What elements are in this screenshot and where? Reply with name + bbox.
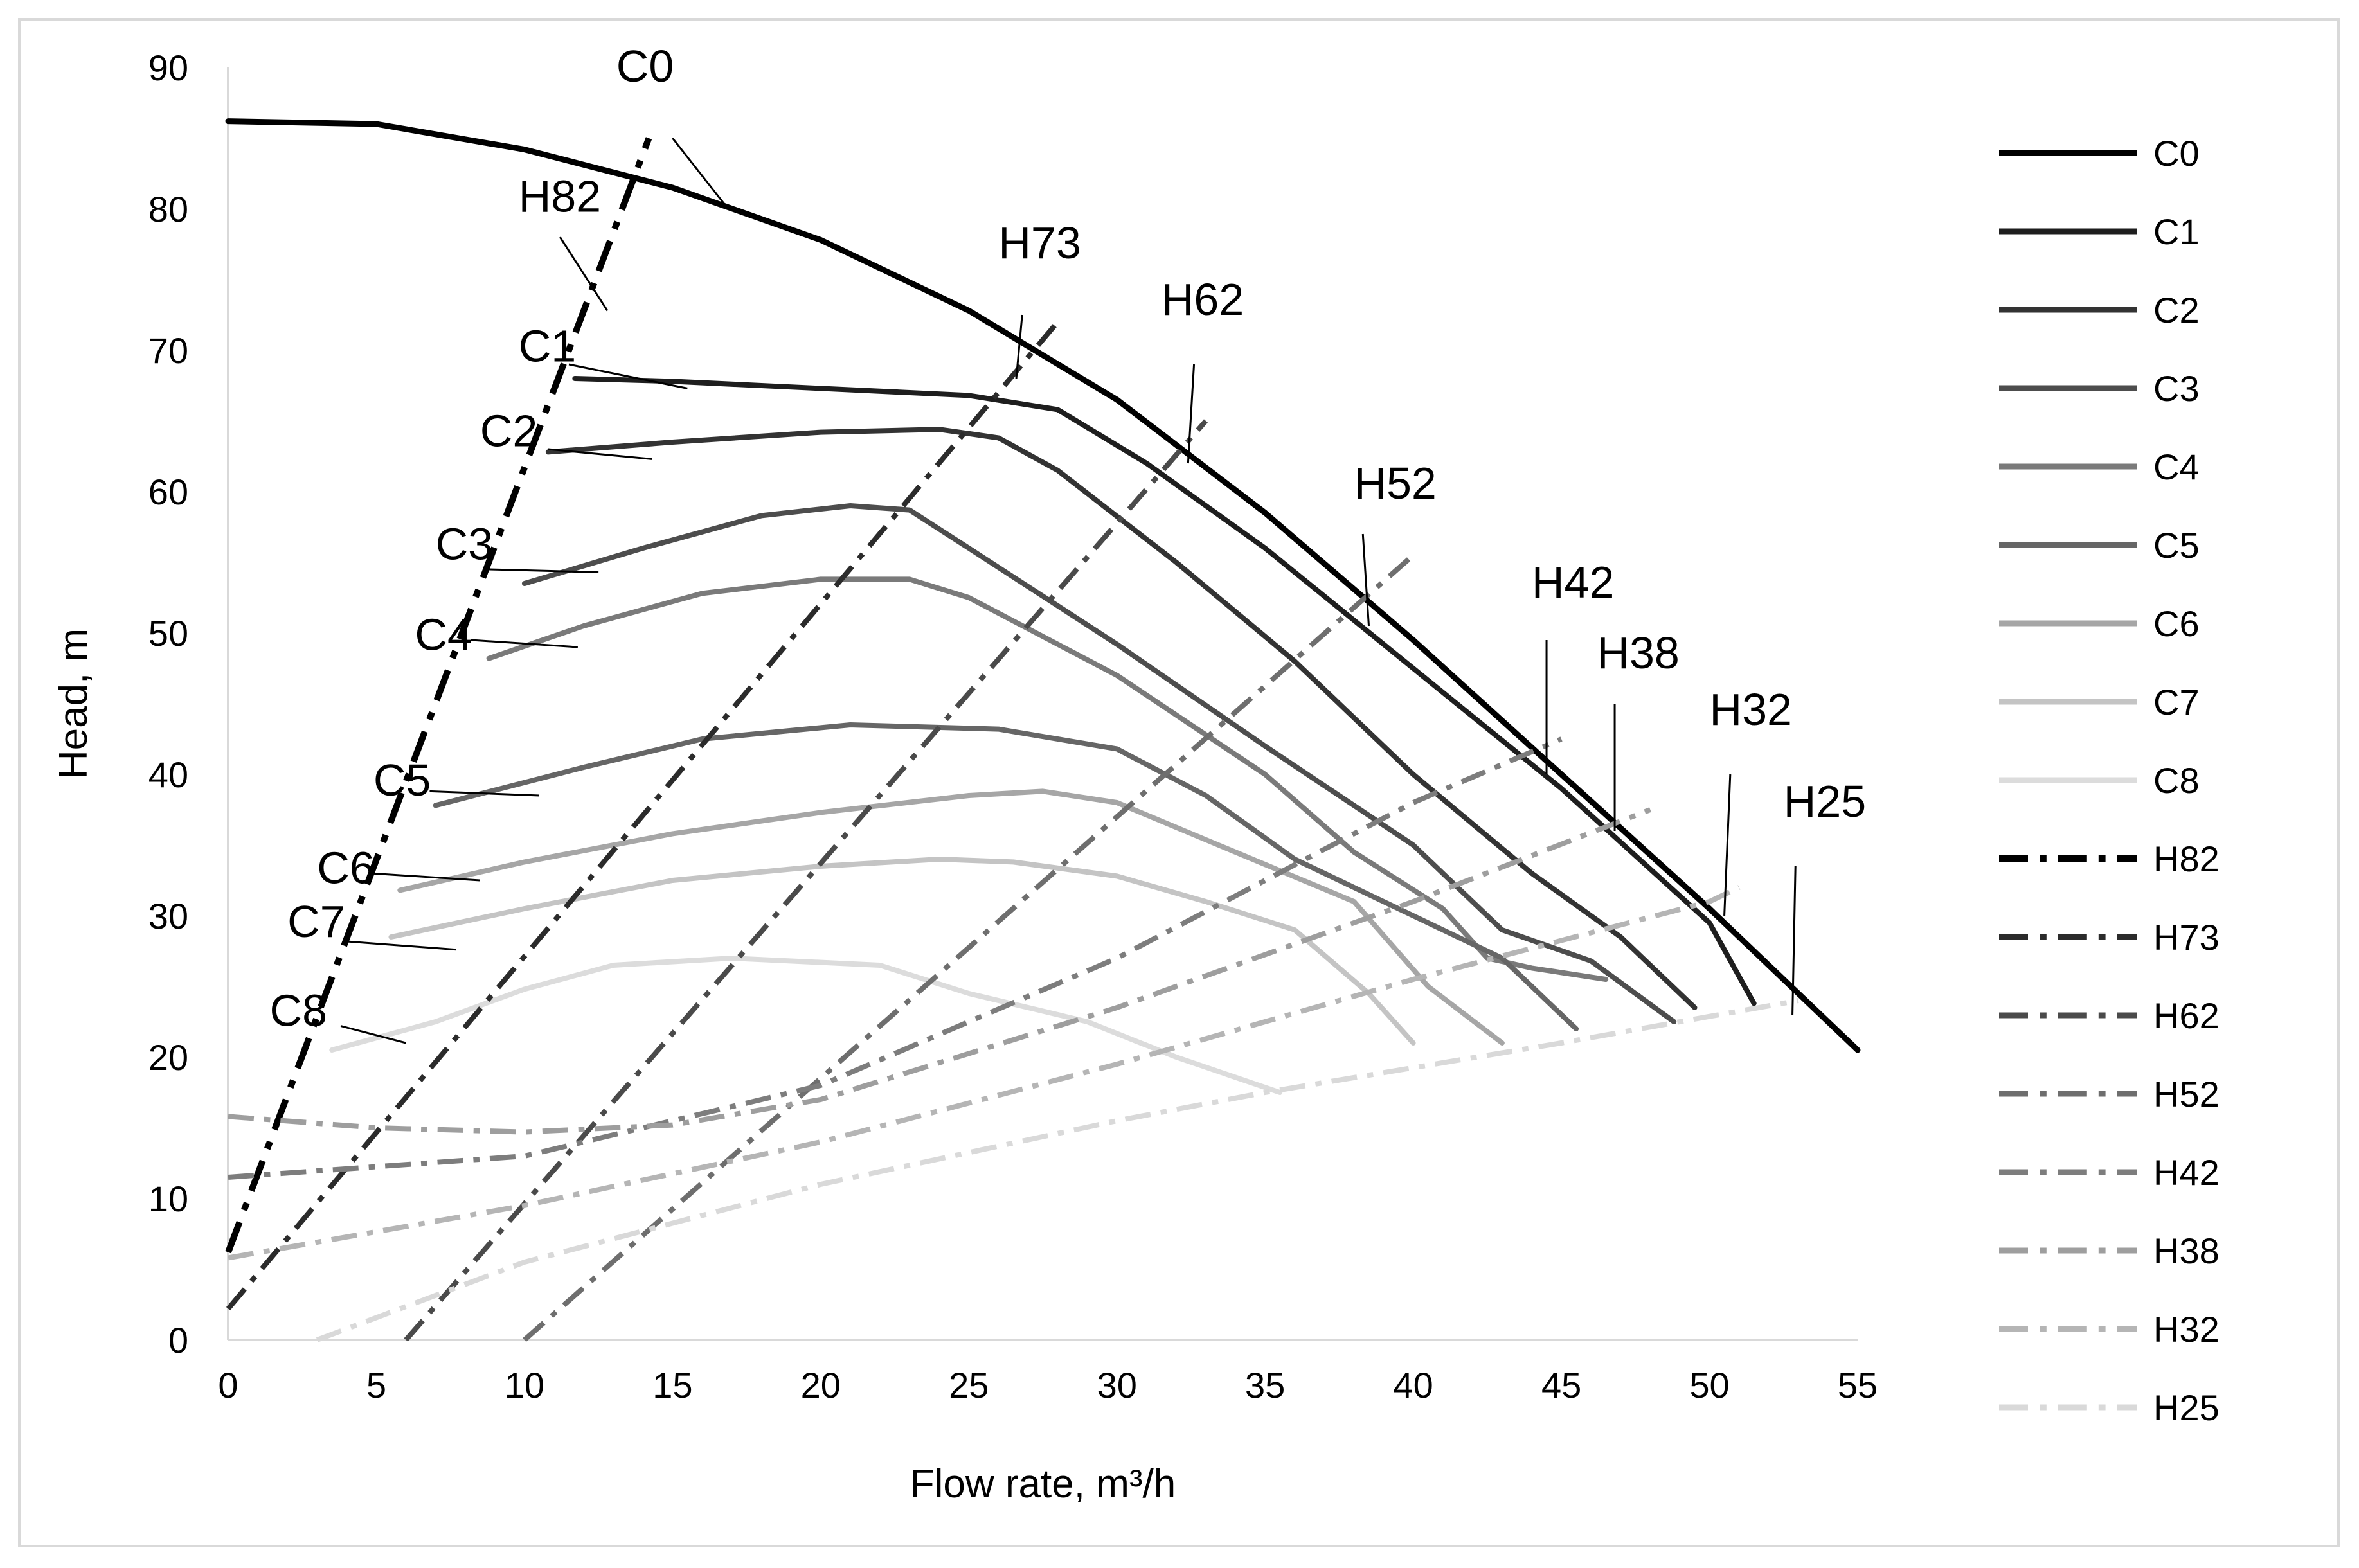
callout-label: C5 [373, 755, 431, 805]
x-tick-label: 10 [505, 1365, 544, 1405]
x-tick-label: 25 [949, 1365, 989, 1405]
series-line-c1 [572, 376, 1757, 1006]
callout-leader [429, 790, 540, 797]
series-line-h32 [228, 885, 1741, 1261]
y-tick-label: 70 [148, 330, 188, 371]
axes: 0 5 10 15 20 25 30 35 40 45 50 55 0 10 20 30 40 50 60 70 80 9… [148, 48, 1878, 1405]
x-tick-label: 30 [1097, 1365, 1137, 1405]
callout-label: H73 [998, 218, 1081, 268]
callout-label: C7 [287, 896, 345, 947]
legend-label-c3: C3 [2153, 368, 2200, 409]
legend-label-h42: H42 [2153, 1152, 2220, 1193]
callout-leader [370, 872, 480, 882]
callout-label: C4 [415, 609, 472, 659]
legend-label-c4: C4 [2153, 447, 2200, 487]
x-tick-label: 35 [1245, 1365, 1285, 1405]
y-tick-label: 10 [148, 1179, 188, 1219]
legend-label-h32: H32 [2153, 1309, 2220, 1350]
series-line-c0 [225, 118, 1861, 1053]
x-tick-label: 0 [218, 1365, 238, 1405]
callout-leader [489, 568, 599, 573]
series-line-c8 [329, 956, 1283, 1095]
x-tick-label: 5 [366, 1365, 386, 1405]
callout-label: C8 [270, 986, 327, 1036]
callout-leader [471, 639, 578, 648]
callout-label: H52 [1354, 458, 1436, 508]
legend-label-h62: H62 [2153, 995, 2220, 1036]
callout-leader [559, 236, 609, 312]
callout-label: C6 [317, 842, 374, 893]
series-line-c5 [433, 722, 1579, 1031]
callout-label: H32 [1710, 684, 1792, 735]
callout-label: H38 [1597, 628, 1679, 678]
x-tick-label: 45 [1541, 1365, 1581, 1405]
legend-label-h38: H38 [2153, 1231, 2220, 1271]
legend-label-c0: C0 [2153, 133, 2200, 174]
series-line-c3 [521, 503, 1677, 1024]
series-layer [225, 118, 1861, 1342]
callout-label: C3 [436, 519, 493, 569]
series-line-c7 [388, 857, 1416, 1046]
y-tick-label: 0 [168, 1320, 188, 1360]
y-tick-label: 90 [148, 48, 188, 88]
series-line-c4 [486, 576, 1609, 982]
legend: C0 C1 C2 C3 C4 C5 C6 C7 C8 H82 H73 H62 H52 H42 H38 H32 H… [1999, 133, 2220, 1428]
legend-label-c8: C8 [2153, 760, 2200, 801]
callout-label: C2 [480, 406, 537, 456]
callout-leader [1361, 533, 1370, 627]
y-tick-label: 20 [148, 1037, 188, 1078]
legend-label-h73: H73 [2153, 917, 2220, 958]
series-line-h62 [404, 419, 1208, 1342]
y-axis-title: Head, m [51, 628, 96, 779]
callout-label: H82 [519, 171, 601, 221]
callout-label: H62 [1162, 274, 1244, 325]
annotation-layer: C0 H82 C1 C2 C3 C4 H73 H62 H52 H42 H38 H32 H25 C5 C6C7… [270, 41, 1866, 1044]
callout-leader [672, 138, 727, 207]
series-line-h52 [523, 553, 1415, 1342]
series-line-c6 [397, 788, 1505, 1046]
legend-label-c5: C5 [2153, 525, 2200, 566]
legend-label-c7: C7 [2153, 682, 2200, 722]
callout-label: C1 [519, 321, 576, 371]
callout-label: H25 [1784, 776, 1866, 826]
callout-leader [1723, 774, 1732, 916]
x-tick-label: 15 [652, 1365, 692, 1405]
legend-label-h25: H25 [2153, 1387, 2220, 1428]
callout-leader [568, 363, 688, 389]
series-line-h38 [228, 807, 1651, 1135]
y-tick-label: 40 [148, 754, 188, 795]
y-tick-label: 50 [148, 613, 188, 654]
callout-label: C0 [616, 41, 674, 91]
callout-label: H42 [1532, 557, 1614, 607]
callout-leader [343, 940, 457, 951]
legend-label-c6: C6 [2153, 603, 2200, 644]
series-line-h82 [225, 137, 652, 1254]
x-axis-title: Flow rate, m³/h [910, 1462, 1176, 1506]
series-line-h25 [316, 998, 1799, 1342]
callout-leader [1187, 364, 1196, 464]
series-line-h73 [226, 320, 1060, 1311]
legend-label-c1: C1 [2153, 211, 2200, 252]
callout-leader [548, 448, 652, 460]
x-tick-label: 50 [1689, 1365, 1729, 1405]
series-line-h42 [228, 736, 1563, 1180]
y-tick-label: 80 [148, 189, 188, 229]
callout-leader [340, 1025, 406, 1044]
y-tick-label: 30 [148, 896, 188, 936]
x-tick-label: 55 [1838, 1365, 1878, 1405]
series-line-c2 [545, 427, 1698, 1010]
y-tick-label: 60 [148, 472, 188, 512]
legend-label-c2: C2 [2153, 290, 2200, 330]
callout-leader [1791, 866, 1797, 1015]
legend-label-h52: H52 [2153, 1074, 2220, 1114]
legend-label-h82: H82 [2153, 839, 2220, 879]
x-tick-label: 40 [1393, 1365, 1433, 1405]
callout-leader [1015, 314, 1023, 379]
x-tick-label: 20 [801, 1365, 841, 1405]
